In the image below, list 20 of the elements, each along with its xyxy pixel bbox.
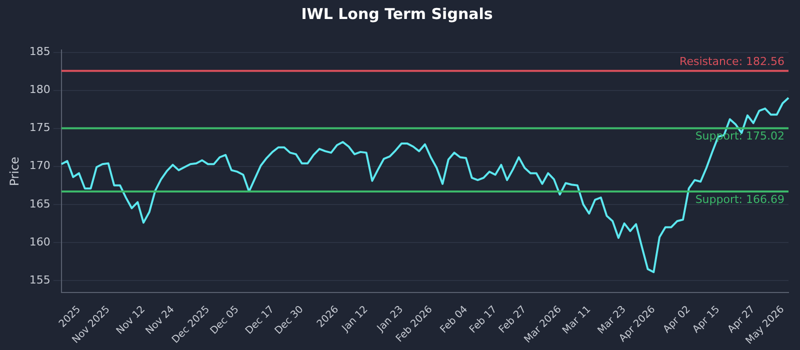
x-tick-label: Dec 30 [273, 304, 306, 337]
x-tick-label: Feb 27 [497, 304, 529, 336]
y-axis-title: Price [7, 156, 22, 186]
y-tick-label: 160 [29, 235, 50, 248]
y-tick-label: 165 [29, 197, 50, 210]
x-tick-label: Mar 11 [560, 304, 594, 336]
x-tick-label: Jan 12 [340, 304, 370, 335]
y-tick-label: 180 [29, 83, 50, 96]
ref-line-label: Support: 166.69 [695, 192, 785, 206]
x-tick-label: Feb 17 [468, 304, 500, 336]
y-tick-label: 185 [29, 45, 50, 58]
y-tick-label: 155 [29, 273, 50, 286]
ref-line-label: Resistance: 182.56 [680, 55, 785, 68]
y-tick-label: 170 [29, 159, 50, 172]
chart-title: IWL Long Term Signals [301, 4, 493, 23]
x-tick-label: Dec 05 [208, 304, 242, 337]
x-tick-label: Apr 15 [690, 304, 722, 336]
x-tick-label: Apr 02 [662, 304, 693, 336]
y-tick-label: 175 [29, 121, 50, 134]
x-tick-label: Feb 04 [438, 304, 470, 336]
